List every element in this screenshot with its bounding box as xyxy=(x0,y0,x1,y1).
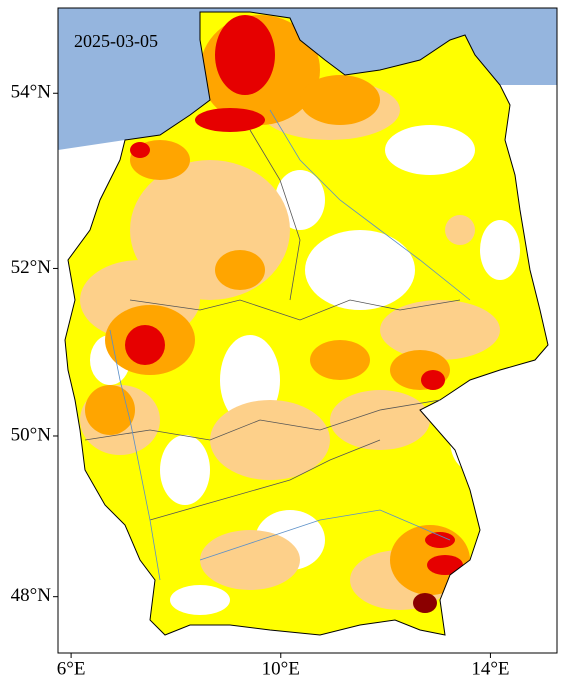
date-label: 2025-03-05 xyxy=(74,31,158,51)
map-frame xyxy=(57,7,558,654)
state-borders xyxy=(84,129,461,521)
y-tick-label: 48°N xyxy=(11,585,52,606)
x-tick-label: 10°E xyxy=(262,658,300,679)
sea xyxy=(58,8,557,150)
country-border xyxy=(64,11,549,636)
class-dark-red xyxy=(413,593,437,613)
x-tick-label: 6°E xyxy=(57,658,86,679)
y-tick-label: 54°N xyxy=(11,82,52,103)
rivers xyxy=(109,109,471,581)
class-red xyxy=(125,15,463,575)
y-tick-label: 50°N xyxy=(11,424,52,445)
y-tick-label: 52°N xyxy=(11,257,52,278)
x-tick-label: 14°E xyxy=(471,658,509,679)
